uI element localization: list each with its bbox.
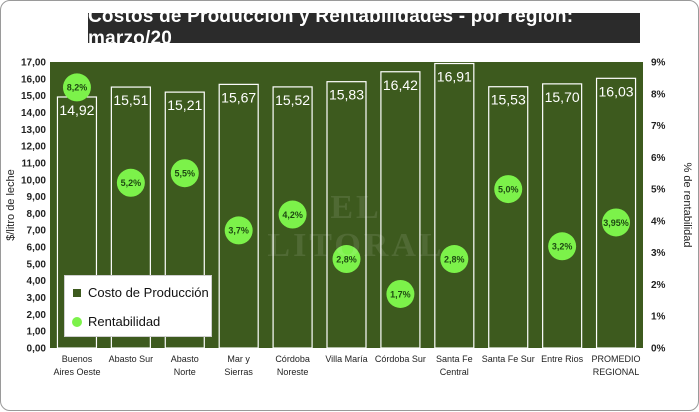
category-label: REGIONAL (593, 367, 640, 377)
y2-tick-label: 4% (651, 216, 666, 227)
rentabilidad-marker (548, 232, 577, 261)
bar-value-label: 16,91 (437, 69, 472, 85)
category-label: PROMEDIO (592, 354, 641, 364)
y-tick-label: 11,00 (22, 158, 47, 169)
bar (218, 83, 259, 349)
category-label: Noreste (277, 367, 309, 377)
bar-value-label: 14,92 (59, 102, 94, 118)
y2-tick-label: 5% (651, 185, 666, 196)
category-axis: Buenos Aires Oeste Abasto Sur Abasto Norte Ma… (53, 354, 640, 377)
y-tick-label: 9,00 (27, 192, 47, 203)
rentabilidad-marker (602, 208, 631, 237)
category-label: Mar y (227, 354, 250, 364)
bar-value-label: 15,51 (113, 92, 148, 108)
legend: Costo de Producción Rentabilidad (64, 275, 212, 337)
y-tick-label: 4,00 (27, 276, 47, 287)
left-axis: 0,00 1,00 2,00 3,00 4,00 5,00 6,00 7,00 8,00 9,00… (21, 58, 46, 355)
rentabilidad-label: 5,2% (121, 178, 142, 188)
category-label: Sierras (224, 367, 253, 377)
y-tick-label: 12,00 (21, 142, 46, 153)
category-label: Abasto (171, 354, 199, 364)
rentabilidad-label: 3,2% (552, 242, 573, 252)
rentabilidad-marker (494, 175, 523, 204)
rentabilidad-label: 3,7% (228, 226, 249, 236)
rentabilidad-label: 5,0% (498, 184, 519, 194)
bar (434, 62, 475, 349)
category-label: Santa Fe Sur (482, 354, 535, 364)
rentabilidad-label: 4,2% (282, 210, 303, 220)
bar (326, 81, 367, 349)
rentabilidad-marker (170, 159, 199, 188)
right-axis: 0% 1% 2% 3% 4% 5% 6% 7% 8% 9% (651, 58, 666, 355)
y2-tick-label: 9% (651, 58, 666, 69)
rentabilidad-marker (278, 200, 307, 229)
y2-axis-title: % de rentabilidad (681, 162, 693, 247)
legend-swatch-rentabilidad (72, 316, 82, 327)
y-tick-label: 3,00 (27, 293, 47, 304)
y-tick-label: 17,00 (21, 58, 46, 69)
bar-value-label: 16,03 (599, 83, 634, 99)
y-tick-label: 6,00 (27, 243, 47, 254)
rentabilidad-label: 2,8% (336, 254, 357, 264)
rentabilidad-marker (116, 168, 145, 197)
rentabilidad-marker (332, 245, 361, 274)
rentabilidad-label: 1,7% (390, 289, 411, 299)
rentabilidad-marker (386, 279, 415, 308)
y2-tick-label: 8% (651, 89, 666, 100)
category-label: Norte (174, 367, 196, 377)
category-label: Entre Rios (541, 354, 584, 364)
y-tick-label: 8,00 (27, 209, 47, 220)
y-tick-label: 2,00 (27, 310, 47, 321)
rentabilidad-marker (62, 73, 91, 102)
rentabilidad-label: 3,95% (603, 218, 629, 228)
y2-tick-label: 2% (651, 280, 666, 291)
legend-swatch-costo (73, 288, 81, 297)
y-axis-title: $/litro de leche (5, 169, 17, 241)
bar-value-label: 16,42 (383, 77, 418, 93)
y-tick-label: 14,00 (21, 108, 46, 119)
category-label: Villa María (325, 354, 367, 364)
y-tick-label: 16,00 (21, 74, 46, 85)
y-tick-label: 0,00 (27, 344, 47, 355)
bar (542, 83, 583, 349)
category-label: Córdoba (275, 354, 310, 364)
y2-tick-label: 0% (651, 344, 666, 355)
legend-item-rentabilidad: Rentabilidad (72, 314, 161, 329)
y-tick-label: 5,00 (27, 259, 47, 270)
rentabilidad-label: 2,8% (444, 254, 465, 264)
category-label: Buenos (62, 354, 93, 364)
category-label: Aires Oeste (53, 367, 100, 377)
rentabilidad-label: 8,2% (67, 83, 88, 93)
y-tick-label: 7,00 (27, 226, 47, 237)
bar-value-label: 15,67 (221, 89, 256, 105)
category-label: Córdoba Sur (375, 354, 426, 364)
category-label: Abasto Sur (109, 354, 154, 364)
legend-item-costo: Costo de Producción (73, 285, 209, 300)
legend-label-costo: Costo de Producción (88, 285, 209, 300)
legend-label-rentabilidad: Rentabilidad (88, 314, 161, 329)
y2-tick-label: 6% (651, 153, 666, 164)
bar-value-label: 15,53 (491, 92, 526, 108)
y-tick-label: 15,00 (21, 91, 46, 102)
y-tick-label: 10,00 (21, 175, 46, 186)
rentabilidad-markers: 8,2% 5,2% 5,5% 3,7% 4,2% 2,8% 1,7% 2,8% 5,0% 3,2%… (62, 73, 631, 308)
category-label: Central (440, 367, 469, 377)
bar-value-label: 15,83 (329, 87, 364, 103)
bar-value-label: 15,52 (275, 92, 310, 108)
category-label: Santa Fe (436, 354, 473, 364)
bar-value-label: 15,21 (167, 97, 202, 113)
y2-tick-label: 1% (651, 312, 666, 323)
rentabilidad-marker (224, 216, 253, 245)
rentabilidad-marker (440, 245, 469, 274)
rentabilidad-label: 5,5% (175, 169, 196, 179)
y-tick-label: 13,00 (21, 125, 46, 136)
y2-tick-label: 7% (651, 121, 666, 132)
bar-value-label: 15,70 (545, 89, 580, 105)
y2-tick-label: 3% (651, 248, 666, 259)
bar (488, 86, 529, 349)
y-tick-label: 1,00 (27, 327, 47, 338)
